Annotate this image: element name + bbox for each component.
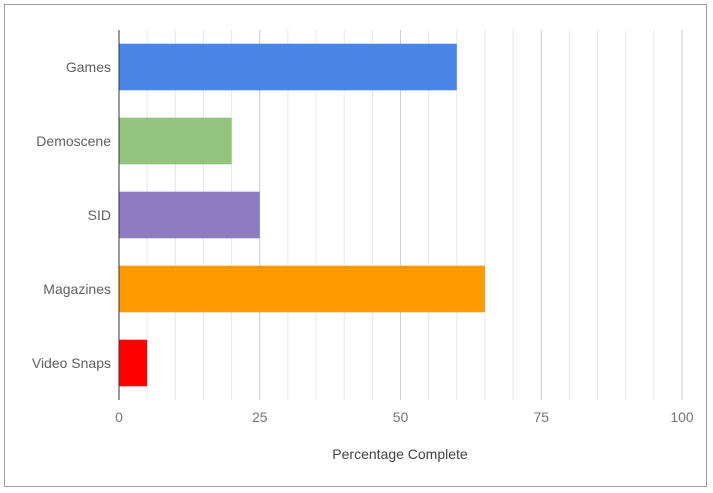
category-label: Video Snaps [32, 355, 111, 371]
bar-demoscene [119, 117, 232, 165]
x-tick-label: 100 [670, 409, 694, 425]
x-axis-title: Percentage Complete [332, 446, 468, 462]
category-labels: Games Demoscene SID Magazines Video Snaps [32, 59, 111, 371]
bar-video-snaps [119, 339, 148, 387]
x-tick-label: 50 [393, 409, 409, 425]
x-tick-labels: 0 25 50 75 100 [115, 409, 694, 425]
bar-magazines [119, 265, 485, 313]
bar-sid [119, 191, 260, 239]
x-tick-label: 0 [115, 409, 123, 425]
category-label: SID [88, 207, 111, 223]
bars [119, 43, 485, 387]
bar-games [119, 43, 457, 91]
gridlines [146, 30, 683, 400]
category-label: Demoscene [36, 133, 111, 149]
category-label: Games [66, 59, 111, 75]
x-tick-label: 75 [533, 409, 549, 425]
category-label: Magazines [43, 281, 111, 297]
x-tick-label: 25 [252, 409, 268, 425]
